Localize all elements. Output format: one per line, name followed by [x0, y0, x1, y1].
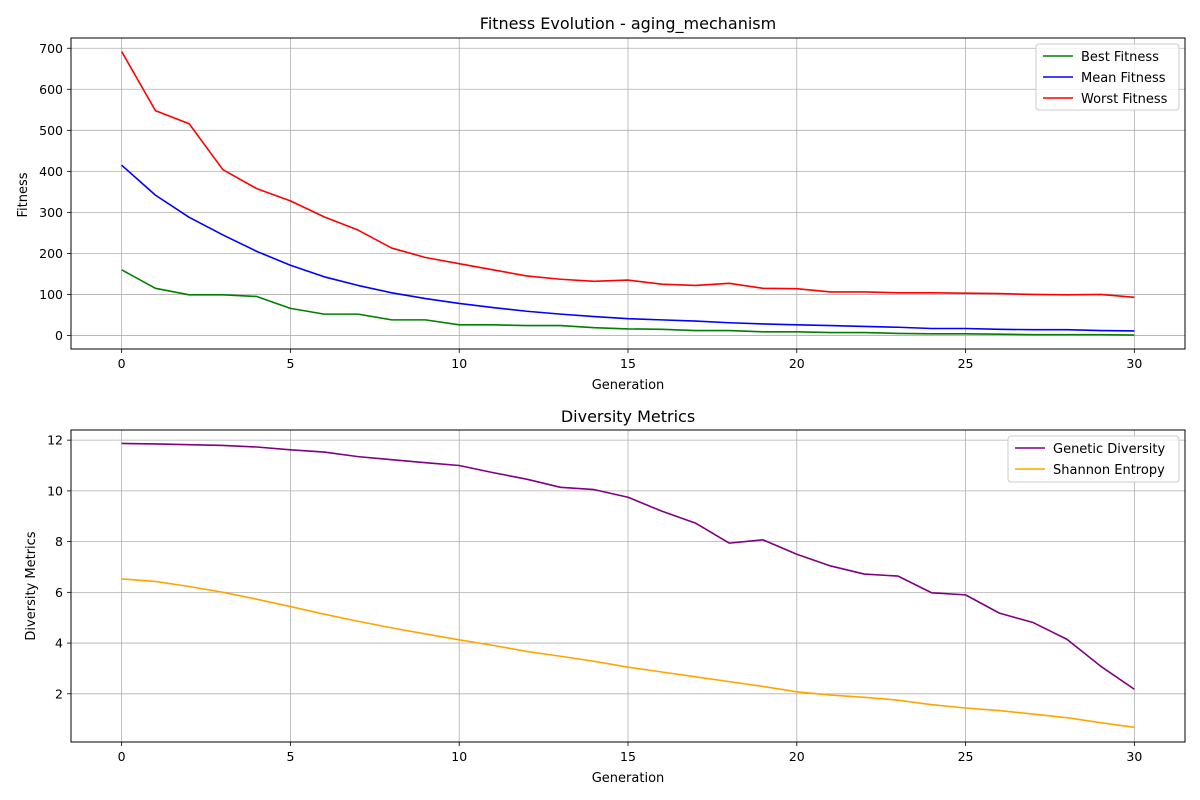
diversity-chart-grid [71, 430, 1185, 742]
legend-label-best-fitness: Best Fitness [1081, 50, 1159, 65]
x-tick-label: 20 [789, 749, 805, 764]
x-tick-label: 25 [958, 749, 974, 764]
legend-box [1035, 43, 1180, 111]
x-tick-label: 20 [789, 356, 805, 371]
fitness-chart-lines [120, 51, 1135, 336]
legend-label-worst-fitness: Worst Fitness [1081, 92, 1168, 107]
fitness-chart-xlabel: Generation [592, 378, 665, 393]
x-tick-label: 15 [620, 356, 636, 371]
x-tick-label: 5 [286, 356, 294, 371]
series-line-best-fitness [121, 269, 1135, 336]
y-tick-label: 4 [55, 636, 63, 651]
y-tick-label: 500 [39, 123, 63, 138]
fitness-chart-grid [71, 38, 1185, 349]
fitness-chart-legend: Best Fitness Mean Fitness Worst Fitness [1035, 43, 1180, 111]
diversity-chart-lines [121, 442, 1135, 729]
y-tick-label: 6 [55, 585, 63, 600]
x-tick-label: 10 [451, 356, 467, 371]
fitness-chart-panel: Fitness Evolution - aging_mechanism Gene… [16, 14, 1186, 393]
series-line-worst-fitness [120, 51, 1135, 299]
y-tick-label: 0 [55, 328, 63, 343]
x-tick-label: 10 [451, 749, 467, 764]
x-tick-label: 30 [1126, 749, 1142, 764]
y-tick-label: 10 [47, 483, 63, 498]
x-tick-label: 0 [118, 749, 126, 764]
x-tick-label: 30 [1126, 356, 1142, 371]
legend-label-genetic-diversity: Genetic Diversity [1053, 442, 1165, 457]
series-line-genetic-diversity [121, 442, 1135, 690]
fitness-chart-title: Fitness Evolution - aging_mechanism [480, 14, 776, 34]
diversity-chart-legend: Genetic Diversity Shannon Entropy [1007, 435, 1180, 483]
x-tick-label: 25 [958, 356, 974, 371]
y-tick-label: 700 [39, 41, 63, 56]
legend-label-mean-fitness: Mean Fitness [1081, 71, 1166, 86]
y-tick-label: 100 [39, 287, 63, 302]
diversity-chart-panel: Diversity Metrics Generation Diversity M… [24, 407, 1186, 786]
y-tick-label: 12 [47, 433, 63, 448]
series-line-shannon-entropy [121, 578, 1135, 729]
diversity-chart-ticks: 0 5 10 15 20 25 30 2 4 6 8 10 12 [47, 433, 1142, 764]
y-tick-label: 2 [55, 686, 63, 701]
y-tick-label: 200 [39, 246, 63, 261]
fitness-chart-ylabel: Fitness [16, 172, 31, 217]
diversity-chart-ylabel: Diversity Metrics [24, 531, 39, 640]
y-tick-label: 600 [39, 82, 63, 97]
y-tick-label: 400 [39, 164, 63, 179]
legend-box [1007, 435, 1180, 483]
legend-label-shannon-entropy: Shannon Entropy [1053, 463, 1165, 478]
x-tick-label: 5 [286, 749, 294, 764]
diversity-chart-title: Diversity Metrics [561, 407, 695, 426]
y-tick-label: 8 [55, 534, 63, 549]
diversity-chart-xlabel: Generation [592, 771, 665, 786]
y-tick-label: 300 [39, 205, 63, 220]
series-line-mean-fitness [121, 164, 1135, 332]
x-tick-label: 15 [620, 749, 636, 764]
x-tick-label: 0 [118, 356, 126, 371]
